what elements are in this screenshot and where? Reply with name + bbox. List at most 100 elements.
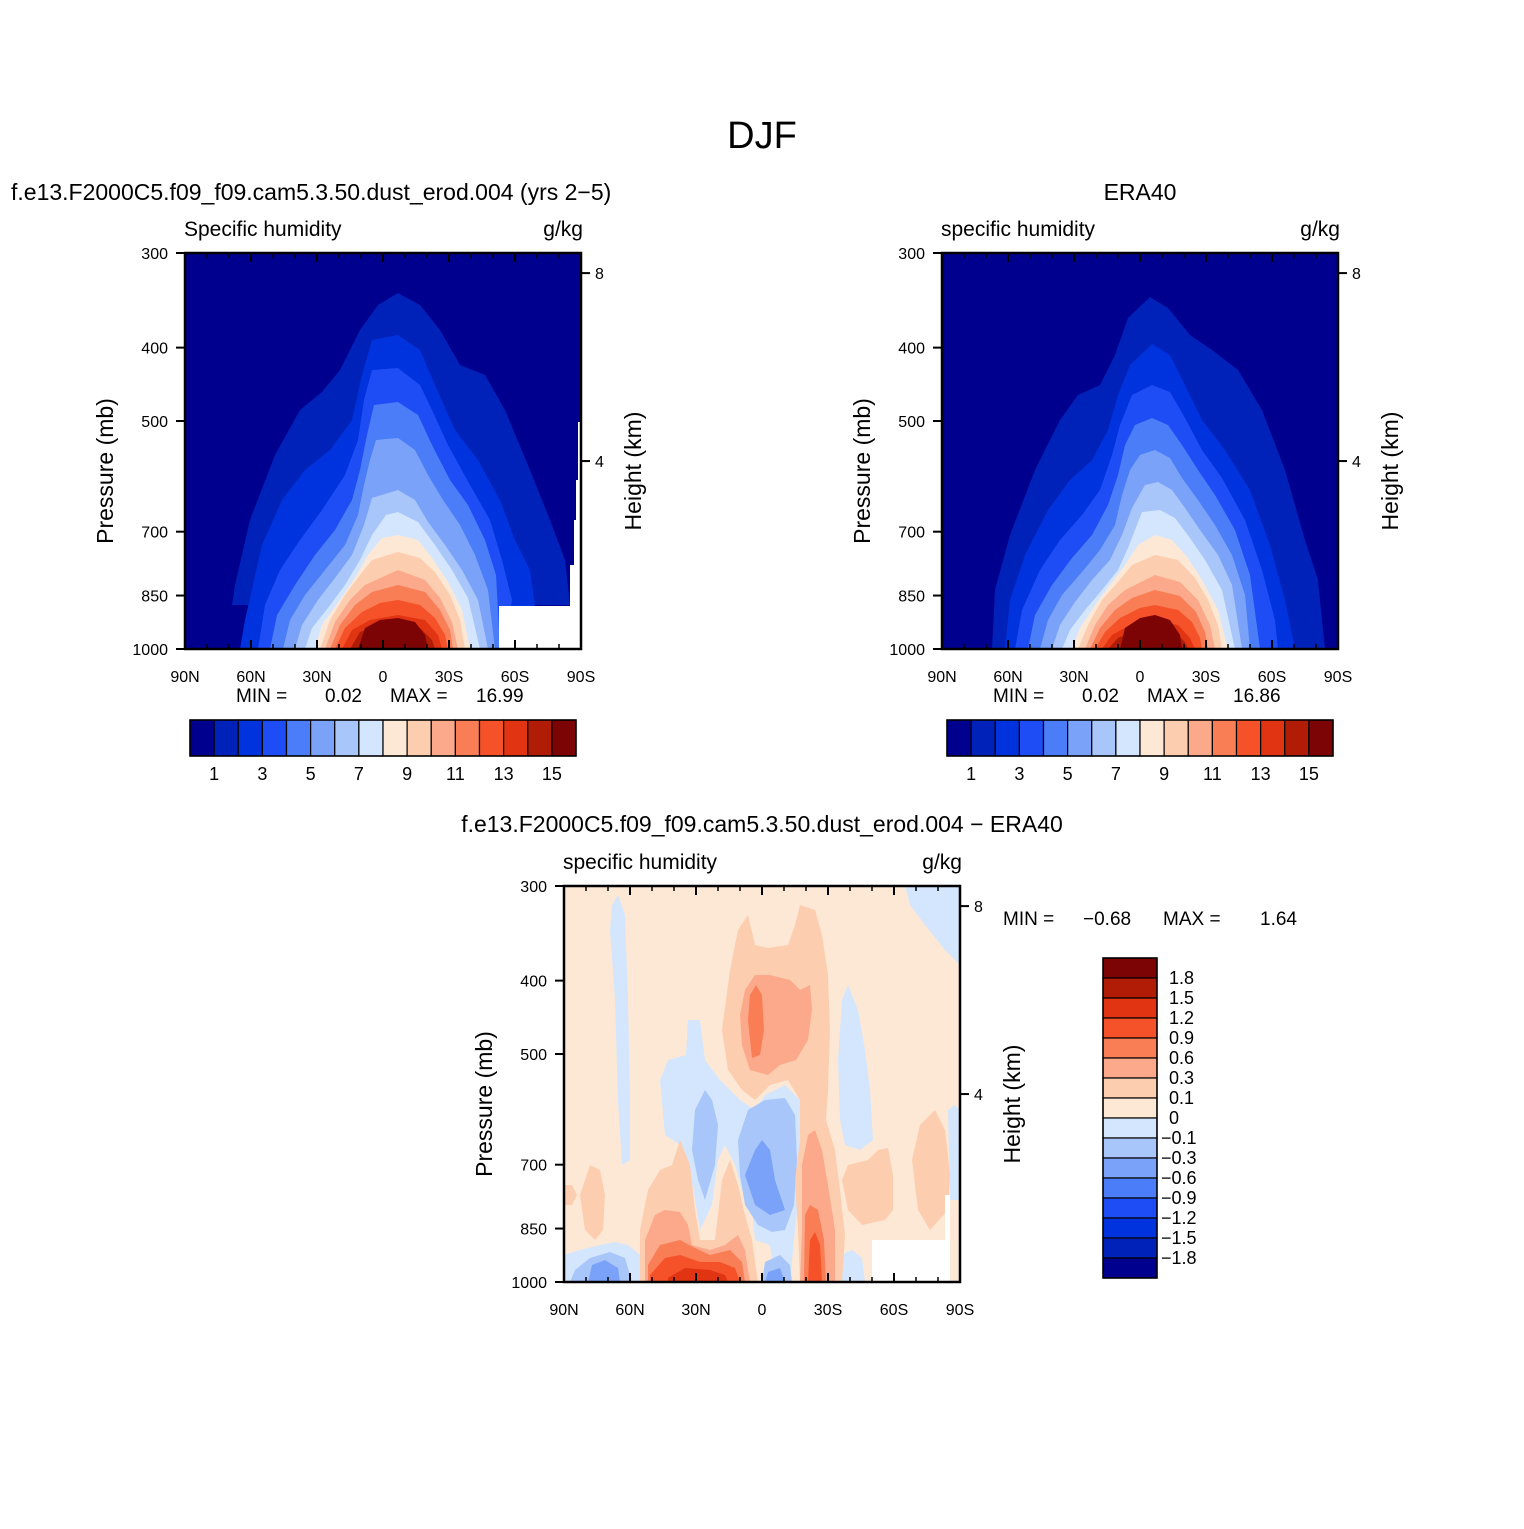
panel-model-variable: Specific humidity xyxy=(184,218,342,241)
xtick-label: 30S xyxy=(814,1302,842,1319)
ytick-right-label: 4 xyxy=(974,1087,983,1104)
colorbar-swatch xyxy=(1102,1217,1158,1239)
colorbar-label: 0.9 xyxy=(1169,1028,1194,1048)
colorbar-swatch xyxy=(358,719,384,757)
colorbar-swatch xyxy=(1102,977,1158,999)
panel-model-max-label: MAX = xyxy=(390,686,448,707)
panel-model-min-label: MIN = xyxy=(236,686,287,707)
figure-title: DJF xyxy=(727,115,797,157)
ytick-label: 1000 xyxy=(132,642,168,659)
panel-model: f.e13.F2000C5.f09_f09.cam5.3.50.dust_ero… xyxy=(11,179,646,784)
colorbar-swatch xyxy=(551,719,577,757)
panel-era40-title: ERA40 xyxy=(1104,179,1177,205)
ytick-label: 500 xyxy=(898,414,925,431)
ytick-right-label: 8 xyxy=(595,266,604,283)
colorbar-label: 1 xyxy=(966,764,976,784)
ylabel-right: Height (km) xyxy=(999,1045,1025,1164)
panel-era40-min-value: 0.02 xyxy=(1082,686,1119,707)
panel-model-title: f.e13.F2000C5.f09_f09.cam5.3.50.dust_ero… xyxy=(11,179,611,205)
colorbar-label: 7 xyxy=(1111,764,1121,784)
colorbar-swatch xyxy=(1102,1117,1158,1139)
colorbar-swatch xyxy=(1260,719,1286,757)
colorbar-label: 1.5 xyxy=(1169,988,1194,1008)
colorbar-label: 0.3 xyxy=(1169,1068,1194,1088)
colorbar-swatch xyxy=(1042,719,1069,757)
diff-pos-0.6-0.9-a xyxy=(748,985,764,1058)
colorbar-swatch xyxy=(285,719,312,757)
colorbar-label: −1.2 xyxy=(1161,1208,1197,1228)
xtick-label: 60S xyxy=(880,1302,908,1319)
xtick-label: 0 xyxy=(1136,669,1145,686)
panel-difference-axes: 300 400 500 700 850 1000 8 4 90N 60N 30N 0 30S 60S 90S… xyxy=(471,879,1025,1319)
panel-era40-contours xyxy=(942,253,1338,649)
colorbar-swatch xyxy=(1211,719,1238,757)
contour-level-16 xyxy=(1120,615,1182,649)
colorbar-label: 1.8 xyxy=(1169,968,1194,988)
missing-data-mask xyxy=(499,422,581,649)
xtick-label: 60N xyxy=(615,1302,644,1319)
ytick-label: 850 xyxy=(520,1222,547,1239)
xtick-label: 90N xyxy=(170,669,199,686)
colorbar-swatch xyxy=(406,719,432,757)
contour-level-16 xyxy=(358,618,428,649)
colorbar-swatch xyxy=(1102,1037,1158,1059)
panel-difference-units: g/kg xyxy=(922,851,962,874)
colorbar-swatch xyxy=(382,719,408,757)
xtick-label: 30N xyxy=(302,669,331,686)
colorbar-swatch xyxy=(310,719,336,757)
ytick-right-label: 8 xyxy=(974,899,983,916)
colorbar-swatch xyxy=(1102,1017,1158,1039)
xtick-label: 90S xyxy=(946,1302,974,1319)
colorbar-label: −1.8 xyxy=(1161,1248,1197,1268)
colorbar-swatch xyxy=(334,719,360,757)
colorbar-swatch xyxy=(1139,719,1165,757)
colorbar-swatch xyxy=(430,719,456,757)
ytick-right-label: 8 xyxy=(1352,266,1361,283)
colorbar-swatch xyxy=(189,719,215,757)
xtick-label: 0 xyxy=(758,1302,767,1319)
colorbar-swatch xyxy=(1102,1257,1158,1279)
colorbar-swatch xyxy=(994,719,1020,757)
ylabel: Pressure (mb) xyxy=(92,398,118,544)
xtick-label: 30S xyxy=(1192,669,1220,686)
diff-pos-0.1-0.3-c xyxy=(580,1165,605,1240)
ytick-label: 300 xyxy=(141,246,168,263)
panel-model-contours xyxy=(185,253,581,649)
colorbar-swatch xyxy=(1102,1197,1158,1219)
panel-difference-max-value: 1.64 xyxy=(1260,909,1297,930)
xtick-label: 90S xyxy=(1324,669,1352,686)
colorbar-swatch xyxy=(527,719,553,757)
colorbar-swatch xyxy=(1102,1057,1158,1079)
panel-difference-title: f.e13.F2000C5.f09_f09.cam5.3.50.dust_ero… xyxy=(461,811,1063,837)
xtick-label: 90N xyxy=(549,1302,578,1319)
colorbar-label: 9 xyxy=(1159,764,1169,784)
colorbar-label: 3 xyxy=(1014,764,1024,784)
panel-era40-axes: 300 400 500 700 850 1000 8 4 90N 60N 30N 0 30S 60S 90S… xyxy=(849,246,1403,686)
colorbar-label: 0.1 xyxy=(1169,1088,1194,1108)
colorbar-swatch xyxy=(478,719,505,757)
panel-model-min-value: 0.02 xyxy=(325,686,362,707)
colorbar-swatch xyxy=(1067,719,1093,757)
colorbar-swatch xyxy=(1018,719,1045,757)
colorbar-label: 11 xyxy=(446,764,465,784)
colorbar-frame xyxy=(189,719,577,757)
colorbar-label: 1.2 xyxy=(1169,1008,1194,1028)
panel-difference-colorbar: 1.81.51.20.90.60.30.10−0.1−0.3−0.6−0.9−1… xyxy=(1102,957,1197,1279)
colorbar-label: 11 xyxy=(1203,764,1222,784)
panel-era40-max-label: MAX = xyxy=(1147,686,1205,707)
ytick-right-label: 4 xyxy=(1352,454,1361,471)
colorbar-label: −0.1 xyxy=(1161,1128,1197,1148)
panel-era40-max-value: 16.86 xyxy=(1233,686,1281,707)
ylabel-right: Height (km) xyxy=(620,412,646,531)
colorbar-swatch xyxy=(1102,997,1158,1019)
colorbar-label: 15 xyxy=(542,764,562,784)
ytick-label: 850 xyxy=(141,589,168,606)
xtick-label: 60S xyxy=(1258,669,1286,686)
ytick-label: 400 xyxy=(520,974,547,991)
colorbar-label: 3 xyxy=(257,764,267,784)
ytick-label: 700 xyxy=(898,525,925,542)
colorbar-swatch xyxy=(1102,1097,1158,1119)
panel-model-axes: 300 400 500 700 850 1000 8 4 90N 60N 30N 0 30S 60S 90S… xyxy=(92,246,646,686)
colorbar-label: 1 xyxy=(209,764,219,784)
